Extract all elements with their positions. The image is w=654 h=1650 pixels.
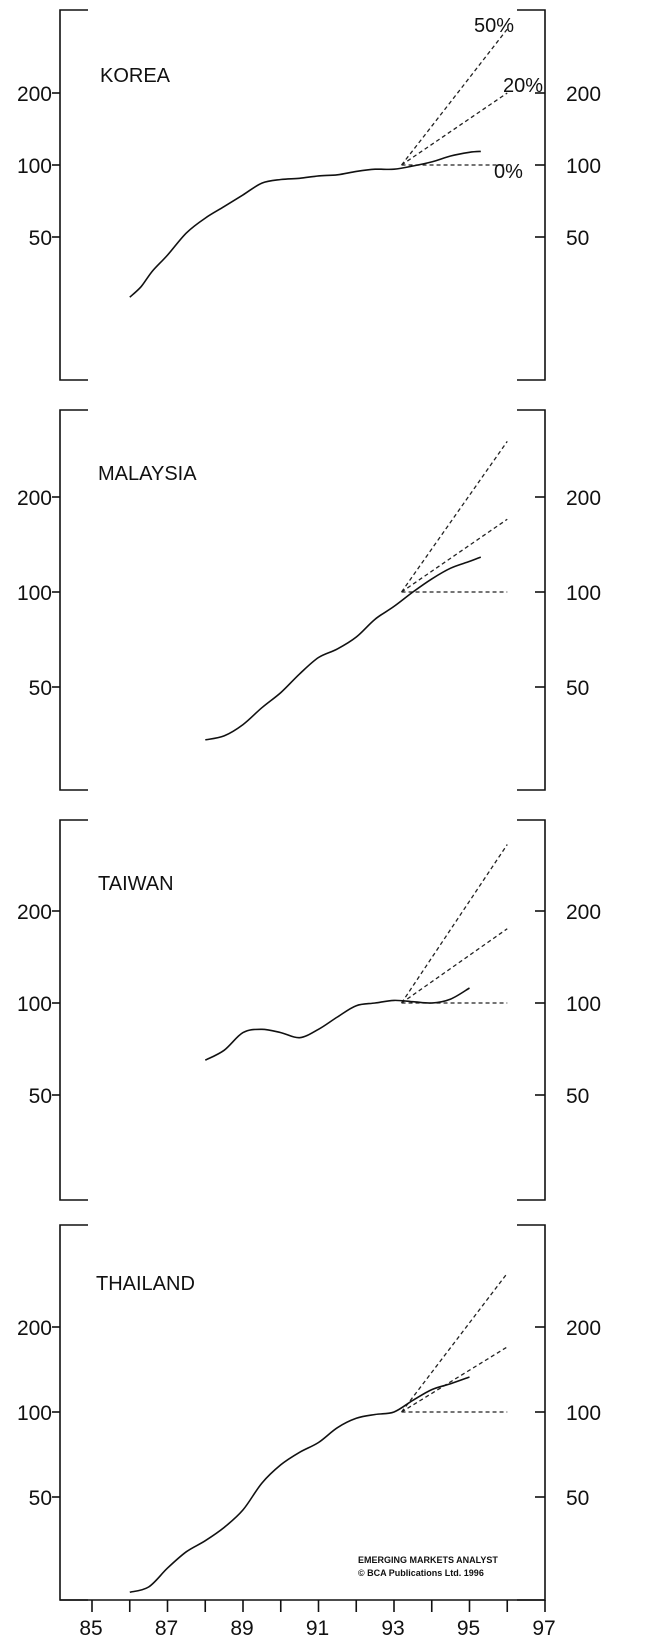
- y-tick-label-left-50: 50: [29, 677, 52, 700]
- y-tick-label-right-100: 100: [566, 155, 601, 178]
- scenario-line-malaysia-50pct: [401, 441, 508, 593]
- x-tick-label-87: 87: [155, 1617, 178, 1640]
- panel-korea: 50 50 100 100 200 200 KOREA 50% 20% 0%: [17, 9, 601, 381]
- scenario-label-20pct: 20%: [503, 75, 543, 97]
- credit-copyright: © BCA Publications Ltd. 1996: [358, 1568, 484, 1578]
- x-tick-label-85: 85: [79, 1617, 102, 1640]
- left-axis: [59, 819, 88, 1201]
- y-tick-label-left-200: 200: [17, 901, 52, 924]
- scenario-line-thailand-20pct: [401, 1346, 508, 1413]
- scenario-line-korea-50pct: [401, 28, 508, 166]
- scenario-line-malaysia-20pct: [401, 518, 508, 593]
- scenario-line-thailand-50pct: [401, 1272, 508, 1413]
- x-tick-label-97: 97: [532, 1617, 555, 1640]
- y-tick-label-right-100: 100: [566, 993, 601, 1016]
- credit-source: EMERGING MARKETS ANALYST: [358, 1555, 498, 1565]
- left-axis: [59, 9, 88, 381]
- left-axis: [59, 409, 88, 791]
- x-tick-label-89: 89: [230, 1617, 253, 1640]
- scenario-line-taiwan-50pct: [401, 844, 508, 1004]
- right-axis: [517, 819, 546, 1201]
- panel-taiwan: 50 50 100 100 200 200 TAIWAN: [17, 819, 601, 1201]
- x-tick-label-91: 91: [306, 1617, 329, 1640]
- y-tick-label-left-50: 50: [29, 1085, 52, 1108]
- y-tick-label-left-50: 50: [29, 227, 52, 250]
- left-axis: [59, 1224, 88, 1601]
- y-tick-label-left-50: 50: [29, 1487, 52, 1510]
- y-tick-label-left-200: 200: [17, 487, 52, 510]
- x-tick-label-93: 93: [381, 1617, 404, 1640]
- y-tick-label-right-100: 100: [566, 582, 601, 605]
- y-tick-label-right-200: 200: [566, 487, 601, 510]
- panel-title-korea: KOREA: [100, 65, 171, 87]
- scenario-label-50pct: 50%: [474, 15, 514, 37]
- y-tick-label-right-50: 50: [566, 1487, 589, 1510]
- series-line-thailand: [129, 1376, 470, 1593]
- y-tick-label-right-100: 100: [566, 1402, 601, 1425]
- panel-malaysia: 50 50 100 100 200 200 MALAYSIA: [17, 409, 601, 791]
- panel-title-thailand: THAILAND: [96, 1273, 195, 1295]
- scenario-line-korea-20pct: [401, 92, 508, 166]
- y-tick-label-left-100: 100: [17, 155, 52, 178]
- y-tick-label-right-50: 50: [566, 677, 589, 700]
- x-axis: 85 87 89 91 93 95 97: [60, 1599, 556, 1640]
- y-tick-label-right-200: 200: [566, 1317, 601, 1340]
- y-tick-label-left-200: 200: [17, 1317, 52, 1340]
- panel-thailand: 50 50 100 100 200 200 THAILAND: [17, 1224, 601, 1601]
- series-line-malaysia: [205, 556, 482, 741]
- y-tick-label-left-200: 200: [17, 83, 52, 106]
- y-tick-label-left-100: 100: [17, 993, 52, 1016]
- y-tick-label-left-100: 100: [17, 1402, 52, 1425]
- scenario-line-taiwan-20pct: [401, 928, 508, 1004]
- right-axis: [517, 9, 546, 381]
- panel-title-malaysia: MALAYSIA: [98, 463, 197, 485]
- x-tick-label-95: 95: [457, 1617, 480, 1640]
- y-tick-label-left-100: 100: [17, 582, 52, 605]
- right-axis: [517, 409, 546, 791]
- panel-title-taiwan: TAIWAN: [98, 873, 174, 895]
- y-tick-label-right-200: 200: [566, 901, 601, 924]
- series-line-taiwan: [204, 987, 470, 1061]
- scenario-label-0pct: 0%: [494, 161, 523, 183]
- y-tick-label-right-50: 50: [566, 1085, 589, 1108]
- series-line-korea: [129, 150, 481, 298]
- y-tick-label-right-50: 50: [566, 227, 589, 250]
- y-tick-label-right-200: 200: [566, 83, 601, 106]
